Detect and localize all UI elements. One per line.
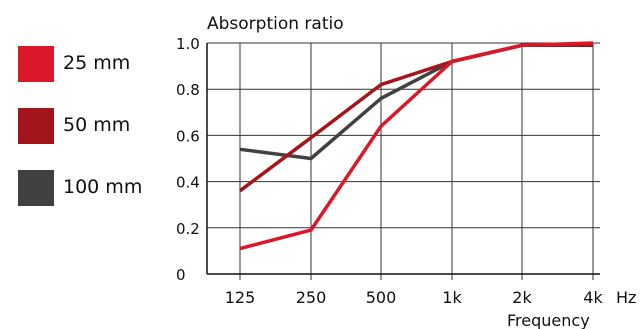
- series-line-25mm: [239, 41, 594, 251]
- y-tick-label: 0.8: [176, 81, 200, 99]
- y-axis-label: Absorption ratio: [207, 14, 344, 34]
- legend-swatch-50mm: [18, 108, 54, 144]
- y-tick-label: 0: [176, 266, 186, 284]
- series-lines: [238, 41, 594, 251]
- x-tick-label: 1k: [442, 288, 462, 307]
- x-tick-label: 2k: [512, 288, 532, 307]
- x-tick-label: 250: [296, 288, 327, 307]
- x-tick-labels: 125 250 500 1k 2k 4k: [225, 288, 604, 307]
- x-tick-label: 125: [225, 288, 256, 307]
- x-tick-label: 4k: [583, 288, 603, 307]
- legend-label-25mm: 25 mm: [63, 52, 131, 74]
- grid: [207, 42, 600, 280]
- legend-label-100mm: 100 mm: [63, 176, 143, 198]
- legend-item-50mm: 50 mm: [18, 108, 218, 144]
- y-tick-labels: 0 0.2 0.4 0.6 0.8 1.0: [176, 35, 200, 284]
- x-unit-label: Hz: [616, 288, 636, 307]
- y-tick-label: 1.0: [176, 35, 200, 53]
- y-tick-label: 0.4: [176, 174, 200, 192]
- series-line-100mm: [239, 43, 593, 161]
- axes: [206, 43, 600, 275]
- legend-label-50mm: 50 mm: [63, 114, 131, 136]
- legend-swatch-25mm: [18, 46, 54, 82]
- y-tick-label: 0.6: [176, 127, 200, 145]
- legend-item-25mm: 25 mm: [18, 46, 218, 82]
- y-tick-label: 0.2: [176, 220, 200, 238]
- series-line-50mm: [238, 43, 593, 193]
- legend-swatch-100mm: [18, 170, 54, 206]
- legend-item-100mm: 100 mm: [18, 170, 218, 206]
- x-tick-label: 500: [366, 288, 397, 307]
- x-axis-label: Frequency: [507, 311, 590, 329]
